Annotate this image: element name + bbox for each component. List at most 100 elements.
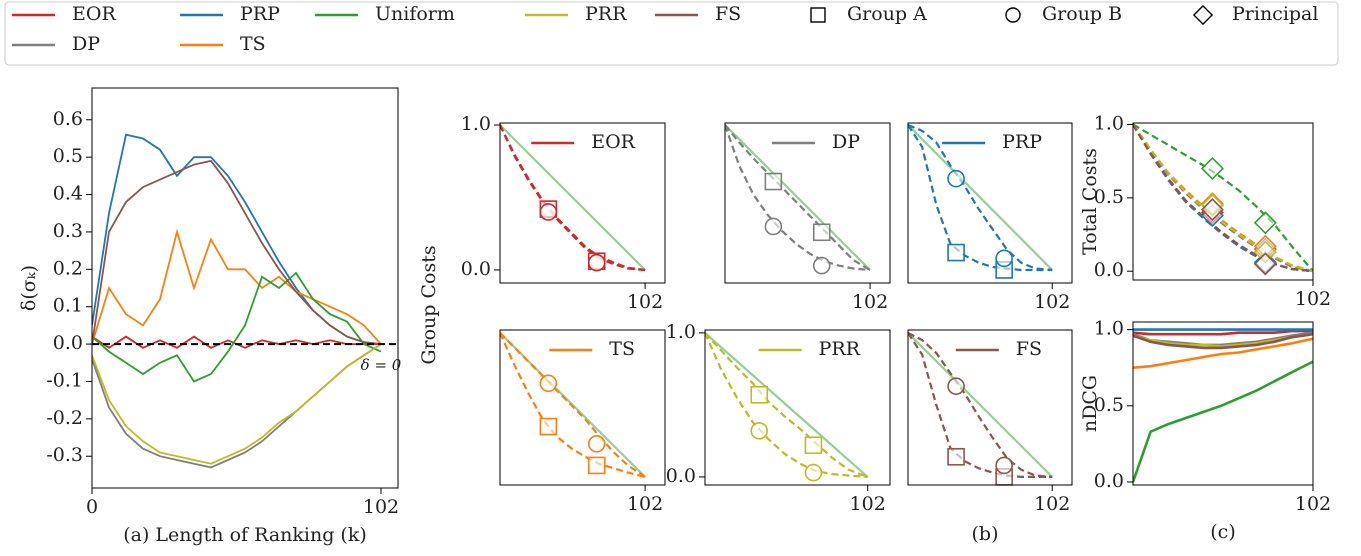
legend-label: PRR <box>585 3 627 25</box>
ndcg-line <box>1133 360 1313 483</box>
panel-legend-label: DP <box>832 131 860 153</box>
total-cost-line <box>1133 123 1313 273</box>
reference-label: δ = 0 <box>361 356 402 374</box>
axes-frame <box>724 122 891 284</box>
legend-frame <box>4 1 1339 66</box>
group-cost-line <box>705 332 868 478</box>
legend-label: DP <box>72 33 100 55</box>
x-tick-label: 102 <box>627 291 663 313</box>
marker-circle <box>995 249 1013 268</box>
y-tick-label: 0.2 <box>53 257 83 279</box>
uniform-reference <box>705 332 869 478</box>
group-cost-line <box>908 123 1053 272</box>
x-tick-label: 102 <box>1295 493 1331 515</box>
marker-circle <box>750 422 769 440</box>
panel-legend-label: EOR <box>591 131 635 153</box>
axes-frame <box>907 329 1073 486</box>
group-cost-line <box>705 332 869 478</box>
legend-label: Principal <box>1232 3 1318 25</box>
x-tick-label: 102 <box>363 496 399 518</box>
y-tick-label: 1.0 <box>461 113 491 135</box>
total-cost-line <box>1133 123 1313 272</box>
group-cost-line <box>500 332 646 478</box>
x-tick-label: 102 <box>1034 493 1070 515</box>
y-tick-label: 0.5 <box>1094 186 1124 208</box>
y-axis-label: nDCG <box>1079 375 1101 432</box>
y-tick-label: -0.3 <box>46 444 83 466</box>
plot-area <box>908 331 1053 478</box>
series-line <box>92 343 382 465</box>
y-tick-label: 0.0 <box>1094 470 1124 492</box>
legend-label: PRP <box>240 3 280 25</box>
group-cost-line <box>500 124 646 272</box>
marker-circle <box>587 253 606 272</box>
series-line <box>92 133 382 345</box>
plot-area <box>1133 123 1313 273</box>
group-cost-line <box>500 332 646 478</box>
y-tick-label: 0.1 <box>53 295 83 317</box>
total-cost-line <box>1133 123 1313 273</box>
panel-legend-label: PRR <box>819 338 861 360</box>
y-tick-label: 0.5 <box>53 145 83 167</box>
y-tick-label: 0.0 <box>53 332 83 354</box>
axes-frame <box>1132 321 1314 486</box>
plot-area <box>500 124 646 272</box>
marker-circle <box>947 169 965 188</box>
x-tick-label: 0 <box>86 496 98 518</box>
axes-frame <box>91 87 399 489</box>
axes-frame <box>499 329 666 486</box>
uniform-reference <box>725 124 871 271</box>
y-tick-label: 0.5 <box>1094 394 1124 416</box>
series-line <box>92 159 382 345</box>
marker-circle <box>587 435 606 453</box>
group-cost-line <box>725 124 871 271</box>
marker-circle <box>539 374 558 393</box>
marker-square <box>804 436 823 455</box>
marker-circle <box>995 456 1013 475</box>
ndcg-line <box>1133 332 1313 350</box>
marker-square <box>587 456 606 475</box>
y-tick-label: 1.0 <box>666 321 696 343</box>
axes-frame <box>704 329 891 486</box>
marker-square <box>539 417 558 436</box>
marker-diamond <box>1200 156 1224 181</box>
ndcg-line <box>1133 337 1313 369</box>
group-costs-label: Group Costs <box>418 245 440 364</box>
y-tick-label: 0.3 <box>53 220 83 242</box>
ndcg-line <box>1133 329 1313 336</box>
legend-label: Group B <box>1042 3 1122 25</box>
uniform-reference <box>500 124 646 271</box>
marker-square <box>810 7 826 23</box>
marker-diamond <box>1200 198 1224 222</box>
plot-area <box>92 133 382 469</box>
marker-diamond <box>1253 211 1277 235</box>
panel-legend-label: FS <box>1016 338 1042 360</box>
series-line <box>92 343 382 469</box>
x-axis-label: (a) Length of Ranking (k) <box>123 524 367 546</box>
y-axis-label: Total Costs <box>1079 148 1101 255</box>
group-cost-line <box>500 124 646 272</box>
uniform-reference <box>908 332 1053 478</box>
x-tick-label: 102 <box>852 291 888 313</box>
y-tick-label: -0.1 <box>46 369 83 391</box>
group-cost-line <box>908 332 1053 478</box>
uniform-reference <box>908 124 1053 271</box>
plot-area <box>500 332 646 478</box>
legend-label: EOR <box>72 3 116 25</box>
y-tick-label: 0.4 <box>53 183 83 205</box>
axes-frame <box>907 122 1073 284</box>
y-tick-label: 0.6 <box>53 108 83 130</box>
marker-square <box>947 243 965 262</box>
marker-square <box>812 223 831 242</box>
legend-label: FS <box>715 3 741 25</box>
marker-circle <box>804 463 823 482</box>
y-tick-label: 1.0 <box>1094 112 1124 134</box>
marker-circle <box>1005 7 1021 23</box>
legend-label: TS <box>240 33 266 55</box>
series-line <box>92 271 382 383</box>
total-cost-line <box>1133 123 1313 273</box>
total-cost-line <box>1133 123 1313 273</box>
series-line <box>92 228 382 345</box>
x-tick-label: 102 <box>1034 291 1070 313</box>
